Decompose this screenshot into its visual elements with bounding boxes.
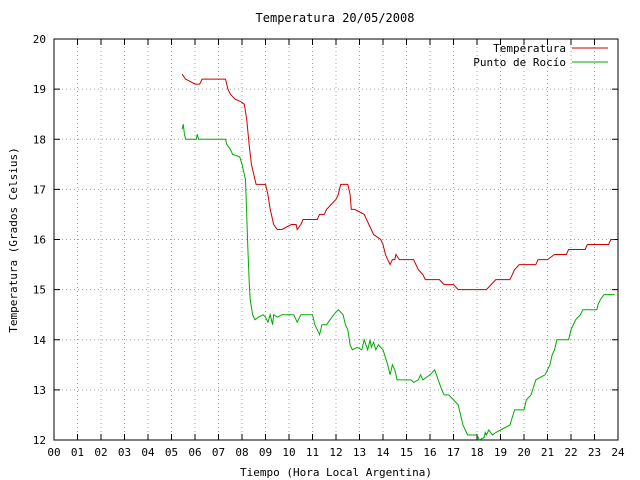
x-axis-label: Tiempo (Hora Local Argentina) xyxy=(240,466,432,479)
x-tick-label: 23 xyxy=(588,446,601,459)
x-tick-label: 10 xyxy=(282,446,295,459)
x-tick-label: 13 xyxy=(353,446,366,459)
legend: Temperatura Punto de Rocío xyxy=(473,42,608,69)
x-tick-label: 24 xyxy=(611,446,625,459)
legend-label-punto-de-rocio: Punto de Rocío xyxy=(473,56,566,69)
x-tick-label: 22 xyxy=(564,446,577,459)
x-axis: 00 01 02 03 04 05 06 07 08 09 10 11 12 13 14 15 16 17 18 19… xyxy=(47,39,625,459)
x-tick-label: 05 xyxy=(165,446,178,459)
y-tick-label: 12 xyxy=(33,434,46,447)
x-tick-label: 19 xyxy=(494,446,507,459)
x-tick-label: 01 xyxy=(71,446,84,459)
x-tick-label: 16 xyxy=(423,446,436,459)
y-tick-label: 16 xyxy=(33,234,46,247)
x-tick-label: 21 xyxy=(541,446,554,459)
y-tick-label: 17 xyxy=(33,183,46,196)
chart-title: Temperatura 20/05/2008 xyxy=(256,11,415,25)
x-tick-label: 02 xyxy=(94,446,107,459)
y-tick-label: 18 xyxy=(33,133,46,146)
y-tick-label: 13 xyxy=(33,384,46,397)
x-tick-label: 15 xyxy=(400,446,413,459)
y-axis: 12 13 14 15 16 17 18 19 20 xyxy=(33,33,618,447)
x-tick-label: 03 xyxy=(118,446,131,459)
x-tick-label: 14 xyxy=(376,446,390,459)
series-lines xyxy=(181,73,615,441)
y-tick-label: 14 xyxy=(33,334,47,347)
y-tick-label: 19 xyxy=(33,83,46,96)
x-tick-label: 18 xyxy=(470,446,483,459)
x-tick-label: 09 xyxy=(259,446,272,459)
x-tick-label: 11 xyxy=(306,446,319,459)
y-axis-label: Temperatura (Grados Celsius) xyxy=(7,147,20,332)
x-tick-label: 04 xyxy=(141,446,155,459)
x-tick-label: 12 xyxy=(329,446,342,459)
x-tick-label: 06 xyxy=(188,446,201,459)
x-tick-label: 20 xyxy=(517,446,530,459)
y-tick-label: 15 xyxy=(33,284,46,297)
x-tick-label: 07 xyxy=(212,446,225,459)
x-tick-label: 17 xyxy=(447,446,460,459)
legend-label-temperatura: Temperatura xyxy=(493,42,566,55)
x-tick-label: 08 xyxy=(235,446,248,459)
y-tick-label: 20 xyxy=(33,33,46,46)
series-line-punto-de-rocio xyxy=(181,124,615,441)
series-line-temperatura xyxy=(181,73,615,291)
x-tick-label: 00 xyxy=(47,446,60,459)
grid xyxy=(54,39,618,440)
